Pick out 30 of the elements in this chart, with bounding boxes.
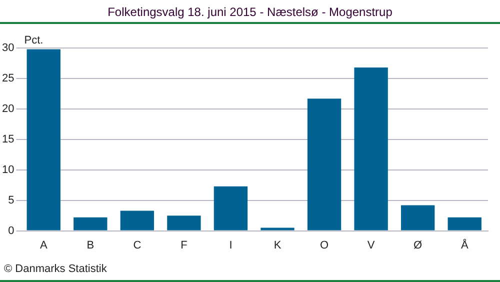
y-tick-label: 5	[8, 194, 14, 206]
y-tick-label: 10	[2, 164, 14, 176]
y-tick-label: 20	[2, 102, 14, 115]
y-tick-label: 0	[8, 224, 14, 237]
bar	[214, 186, 248, 230]
x-tick-label: B	[86, 239, 94, 252]
bar	[167, 216, 201, 230]
bar	[354, 68, 388, 230]
x-tick-label: O	[320, 239, 329, 252]
x-tick-label: A	[40, 239, 48, 252]
text: © Danmarks Statistik	[4, 263, 107, 275]
x-tick-label: Ø	[414, 239, 423, 252]
bar	[26, 49, 60, 230]
x-tick-label: V	[367, 239, 376, 252]
bar	[120, 210, 154, 230]
y-tick-label: 30	[2, 42, 14, 54]
y-tick-label: 15	[2, 133, 14, 146]
x-tick-label: F	[180, 239, 188, 252]
bar	[307, 98, 342, 230]
chart-title: Folketingsvalg 18. juni 2015 - Næstelsø - Mogenstrup	[106, 5, 394, 19]
bar	[74, 217, 108, 230]
bar	[260, 228, 294, 230]
bar	[448, 217, 482, 230]
x-tick-label: K	[274, 239, 282, 252]
x-tick-label: C	[133, 239, 142, 252]
x-tick-label: I	[229, 239, 232, 252]
x-tick-label: Å	[460, 238, 469, 252]
bar	[400, 205, 435, 230]
y-axis-title: Pct.	[24, 34, 44, 47]
y-tick-label: 25	[2, 72, 14, 84]
